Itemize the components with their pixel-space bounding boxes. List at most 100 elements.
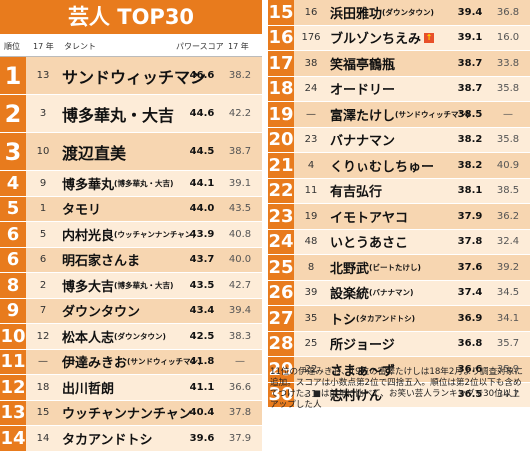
header-prev: 17 年 <box>33 42 54 51</box>
rank-number: 27 <box>268 306 294 331</box>
talent-main-name: タカアンドトシ <box>62 432 153 448</box>
talent-name: いとうあさこ <box>330 230 408 255</box>
power-score: 43.9 <box>189 228 215 240</box>
talent-name: 松本人志 (ダウンタウン) <box>62 324 166 349</box>
last-year-score: 35.8 <box>496 134 520 146</box>
talent-name: トシ (タカアンドトシ) <box>330 306 415 331</box>
prev-year-rank: 14 <box>36 432 50 444</box>
prev-year-rank: 2 <box>39 279 47 291</box>
ranking-row: 21 4 くりぃむしちゅー 38.2 40.9 <box>268 153 530 179</box>
rank-number: 4 <box>0 171 26 196</box>
prev-year-rank: 12 <box>36 330 50 342</box>
last-year-score: 36.8 <box>496 6 520 18</box>
rank-number: 18 <box>268 76 294 101</box>
prev-year-rank: 38 <box>304 57 318 69</box>
talent-group: (博多華丸・大吉) <box>114 280 174 290</box>
last-year-score: 40.0 <box>228 254 252 266</box>
power-score: 41.8 <box>189 356 215 368</box>
talent-name: サンドウィッチマン <box>62 57 206 94</box>
ranking-row: 8 2 博多大吉 (博多華丸・大吉) 43.5 42.7 <box>0 273 262 299</box>
ranking-row: 20 23 バナナマン 38.2 35.8 <box>268 127 530 153</box>
prev-year-rank: 1 <box>39 203 47 215</box>
prev-year-rank: 48 <box>304 236 318 248</box>
rank-number: 16 <box>268 25 294 50</box>
talent-group: (タカアンドトシ) <box>356 313 416 323</box>
rank-number: 21 <box>268 153 294 178</box>
header-talent: タレント <box>64 42 96 51</box>
ranking-row: 15 16 浜田雅功 (ダウンタウン) 39.4 36.8 <box>268 0 530 26</box>
prev-year-rank: 18 <box>36 381 50 393</box>
ranking-row: 14 14 タカアンドトシ 39.6 37.9 <box>0 426 262 452</box>
prev-year-rank: 31 <box>304 389 318 401</box>
ranking-row: 10 12 松本人志 (ダウンタウン) 42.5 38.3 <box>0 324 262 350</box>
prev-year-rank: 39 <box>304 287 318 299</box>
last-year-score: 43.5 <box>228 203 252 215</box>
talent-main-name: 博多大吉 <box>62 279 115 295</box>
talent-name: ウッチャンナンチャン <box>62 401 192 426</box>
last-year-score: 38.2 <box>228 70 252 81</box>
prev-year-rank: 35 <box>304 312 318 324</box>
header-score: パワースコア <box>176 42 224 51</box>
ranking-row: 16 176 ブルゾンちえみ ↑ 39.1 16.0 <box>268 25 530 51</box>
last-year-score: 36.2 <box>496 210 520 222</box>
talent-name: ダウンタウン <box>62 299 140 324</box>
power-score: 36.8 <box>457 338 483 350</box>
rank-number: 9 <box>0 298 26 323</box>
talent-main-name: 富澤たけし <box>330 108 396 124</box>
rank-number: 1 <box>0 57 26 94</box>
ranking-row: 12 18 出川哲朗 41.1 36.6 <box>0 375 262 401</box>
last-year-score: 40.8 <box>228 228 252 240</box>
talent-main-name: バナナマン <box>330 134 396 150</box>
talent-group: (バナナマン) <box>369 288 414 298</box>
rank-number: 17 <box>268 51 294 76</box>
talent-main-name: 北野武 <box>330 261 370 277</box>
prev-year-rank: 10 <box>36 146 50 157</box>
talent-name: 内村光良 (ウッチャンナンチャン) <box>62 222 196 247</box>
left-panel: 芸人 TOP30 順位 17 年 タレント パワースコア 17 年 1 13 サンド… <box>0 0 262 452</box>
talent-name: さまぁ～ず <box>330 357 395 382</box>
talent-group: (サンドウィッチマン) <box>395 109 470 119</box>
last-year-score: 37.9 <box>228 432 252 444</box>
power-score: 37.6 <box>457 261 483 273</box>
last-year-score: 38.5 <box>496 185 520 197</box>
talent-group: (サンドウィッチマン) <box>127 357 202 367</box>
ranking-row: 5 1 タモリ 44.0 43.5 <box>0 196 262 222</box>
power-score: 43.5 <box>189 279 215 291</box>
talent-main-name: 内村光良 <box>62 228 115 244</box>
talent-main-name: 所ジョージ <box>330 338 395 354</box>
column-headers: 順位 17 年 タレント パワースコア 17 年 <box>0 34 262 57</box>
last-year-score: 42.2 <box>228 108 252 119</box>
ranking-row: 23 19 イモトアヤコ 37.9 36.2 <box>268 204 530 230</box>
prev-year-rank: — <box>306 108 316 120</box>
prev-year-rank: 13 <box>36 70 50 81</box>
talent-name: 博多大吉 (博多華丸・大吉) <box>62 273 173 298</box>
rank-number: 20 <box>268 127 294 152</box>
rank-number: 12 <box>0 375 26 400</box>
ranking-row: 3 10 渡辺直美 44.5 38.7 <box>0 133 262 171</box>
rank-number: 28 <box>268 331 294 356</box>
prev-year-rank: 24 <box>304 83 318 95</box>
prev-year-rank: 23 <box>304 134 318 146</box>
rank-up-icon: ↑ <box>424 32 435 43</box>
last-year-score: 39.4 <box>228 305 252 317</box>
last-year-score: 38.7 <box>228 146 252 157</box>
last-year-score: 16.0 <box>496 32 520 44</box>
ranking-row: 1 13 サンドウィッチマン 46.6 38.2 <box>0 57 262 95</box>
ranking-row: 30 31 志村けん 36.5 34.7 <box>268 382 530 408</box>
talent-main-name: 有吉弘行 <box>330 185 383 201</box>
power-score: 37.8 <box>457 236 483 248</box>
power-score: 37.4 <box>457 287 483 299</box>
power-score: 44.1 <box>189 177 215 189</box>
power-score: 44.6 <box>189 108 215 119</box>
prev-year-rank: 25 <box>304 338 318 350</box>
prev-year-rank: 7 <box>39 305 47 317</box>
prev-year-rank: 8 <box>307 261 315 273</box>
talent-name: くりぃむしちゅー <box>330 153 434 178</box>
header-rank: 順位 <box>4 42 20 51</box>
rank-number: 30 <box>268 382 294 407</box>
talent-main-name: イモトアヤコ <box>330 210 409 226</box>
ranking-row: 2 3 博多華丸・大吉 44.6 42.2 <box>0 95 262 133</box>
prev-year-rank: — <box>38 356 48 368</box>
prev-year-rank: 4 <box>307 159 315 171</box>
talent-name: 有吉弘行 <box>330 179 382 204</box>
